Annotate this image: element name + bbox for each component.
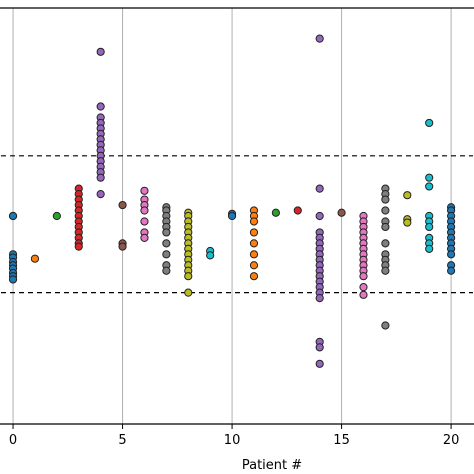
point-patient-6-3 xyxy=(140,206,149,215)
point-patient-11-4 xyxy=(249,239,259,248)
point-patient-17-10 xyxy=(381,266,390,275)
point-patient-11-7 xyxy=(249,272,259,281)
point-patient-2-0 xyxy=(52,211,61,221)
point-patient-17-3 xyxy=(381,206,390,215)
x-tick-label-5: 5 xyxy=(118,433,126,448)
point-patient-7-9 xyxy=(162,266,171,275)
point-patient-16-12 xyxy=(359,283,368,292)
point-patient-12-0 xyxy=(271,208,280,217)
point-patient-14-0 xyxy=(315,34,324,43)
plot-frame xyxy=(0,7,474,425)
point-patient-8-12 xyxy=(184,272,193,281)
point-patient-7-7 xyxy=(162,250,171,259)
point-patient-6-4 xyxy=(140,217,149,226)
point-patient-0-1 xyxy=(8,211,18,221)
point-patient-18-0 xyxy=(403,191,412,200)
point-patient-1-0 xyxy=(30,254,40,263)
point-patient-9-1 xyxy=(206,251,215,260)
point-patient-4-13 xyxy=(96,173,105,182)
point-patient-16-13 xyxy=(359,290,368,299)
point-patient-8-13 xyxy=(184,288,193,297)
x-tick-label-10: 10 xyxy=(224,433,241,448)
point-patient-14-2 xyxy=(315,211,324,221)
point-patient-14-18 xyxy=(315,359,324,368)
point-patient-4-1 xyxy=(96,102,105,111)
point-patient-6-6 xyxy=(140,233,149,242)
point-patient-20-11 xyxy=(446,266,456,275)
point-patient-19-8 xyxy=(425,244,434,253)
point-patient-17-2 xyxy=(381,195,390,204)
x-tick-label-0: 0 xyxy=(9,433,17,448)
point-patient-10-1 xyxy=(227,211,237,221)
point-patient-19-5 xyxy=(425,222,434,232)
point-patient-7-6 xyxy=(162,239,171,248)
point-patient-11-3 xyxy=(249,228,259,237)
point-patient-17-6 xyxy=(381,239,390,248)
point-patient-20-9 xyxy=(446,250,456,259)
point-patient-14-17 xyxy=(315,343,324,352)
point-patient-3-11 xyxy=(74,242,83,251)
x-axis-label: Patient # xyxy=(242,458,302,473)
data-points xyxy=(8,34,456,368)
point-patient-11-6 xyxy=(249,261,259,270)
point-patient-15-0 xyxy=(337,208,346,217)
point-patient-0-9 xyxy=(8,275,18,284)
point-patient-7-5 xyxy=(162,228,171,237)
point-patient-19-0 xyxy=(425,118,434,128)
point-patient-17-5 xyxy=(381,222,390,232)
point-patient-5-2 xyxy=(118,242,127,251)
point-patient-19-2 xyxy=(425,182,434,191)
x-axis-ticks: 0 5 10 15 20 xyxy=(9,424,459,448)
x-tick-label-15: 15 xyxy=(333,433,350,448)
point-patient-14-15 xyxy=(315,294,324,303)
x-tick-label-20: 20 xyxy=(443,433,460,448)
point-patient-18-2 xyxy=(403,218,412,227)
point-patient-4-0 xyxy=(96,47,105,56)
point-patient-14-1 xyxy=(315,184,324,193)
point-patient-4-14 xyxy=(96,190,105,199)
point-patient-17-11 xyxy=(381,321,390,330)
point-patient-13-0 xyxy=(293,206,302,215)
reference-lines xyxy=(1,155,473,294)
point-patient-11-2 xyxy=(249,217,259,226)
point-patient-16-11 xyxy=(359,272,368,281)
point-patient-6-0 xyxy=(140,186,149,195)
point-patient-19-1 xyxy=(425,173,434,182)
point-patient-5-0 xyxy=(118,200,127,210)
point-patient-11-5 xyxy=(249,250,259,259)
